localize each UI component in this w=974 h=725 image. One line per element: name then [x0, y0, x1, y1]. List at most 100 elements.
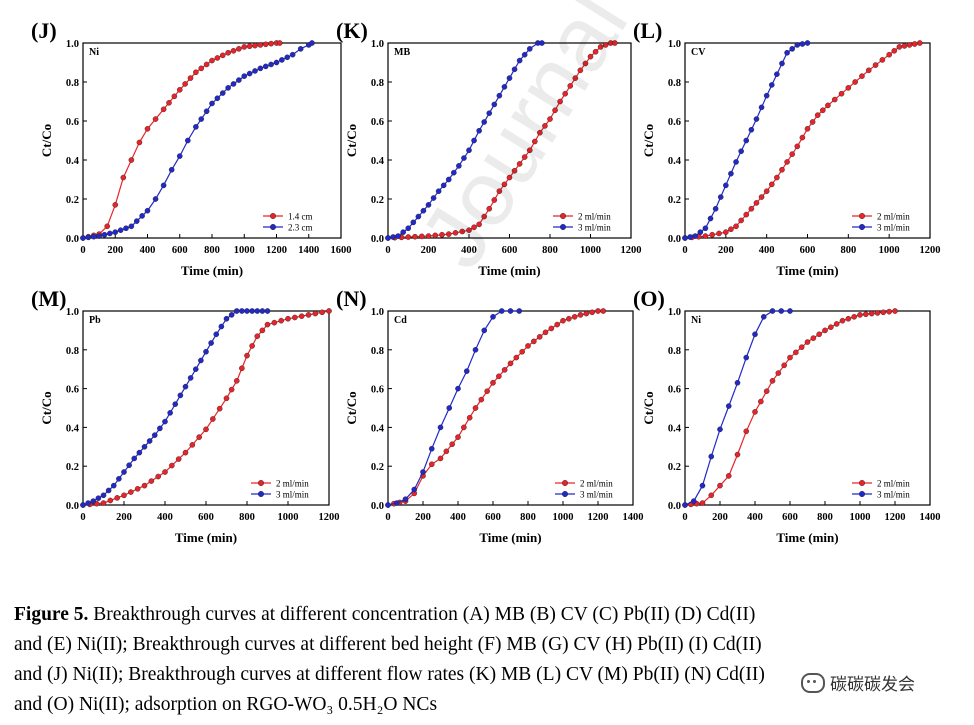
legend-marker — [859, 212, 866, 219]
y-tick-label: 0.6 — [66, 385, 79, 396]
data-point — [738, 148, 744, 155]
x-tick-label: 800 — [204, 245, 220, 256]
x-tick-label: 0 — [682, 512, 687, 523]
data-point — [326, 308, 332, 314]
data-point — [452, 229, 459, 236]
data-point — [168, 166, 175, 173]
data-point — [602, 42, 609, 48]
data-point — [223, 395, 230, 402]
data-point — [105, 487, 112, 494]
data-point — [886, 51, 892, 58]
data-point — [768, 82, 775, 88]
data-point — [430, 195, 437, 201]
data-point — [769, 308, 776, 314]
y-axis-label: Ct/Co — [344, 124, 359, 157]
panel-title: Ni — [691, 315, 701, 326]
x-tick-label: 1400 — [298, 245, 319, 256]
data-point — [214, 95, 221, 102]
legend-label: 2 ml/min — [580, 479, 613, 489]
data-point — [748, 126, 755, 133]
series-line-red — [387, 310, 604, 506]
data-point — [911, 41, 918, 47]
data-point — [100, 492, 107, 499]
y-tick-label: 0.0 — [668, 501, 681, 512]
data-point — [804, 126, 811, 132]
data-point — [144, 207, 151, 214]
data-point — [298, 313, 305, 319]
data-point — [80, 502, 86, 508]
data-point — [734, 379, 741, 386]
data-point — [597, 44, 604, 50]
data-point — [708, 492, 715, 499]
data-point — [126, 462, 132, 469]
data-point — [456, 163, 462, 169]
data-point — [114, 495, 120, 501]
data-point — [733, 223, 739, 230]
data-point — [425, 202, 432, 208]
data-point — [437, 455, 444, 462]
data-point — [236, 77, 242, 83]
data-point — [707, 215, 714, 222]
data-point — [506, 174, 513, 181]
data-point — [400, 229, 406, 235]
data-point — [874, 310, 881, 316]
data-point — [789, 46, 795, 52]
data-point — [572, 75, 579, 81]
data-point — [863, 311, 869, 318]
data-point — [828, 324, 834, 330]
plot-frame — [684, 42, 931, 239]
data-point — [784, 49, 790, 56]
x-tick-label: 1200 — [885, 512, 906, 523]
y-tick-label: 0.8 — [371, 78, 384, 89]
data-point — [690, 498, 697, 504]
data-point — [121, 492, 127, 499]
data-point — [763, 92, 770, 99]
data-point — [264, 308, 271, 314]
data-point — [312, 310, 319, 317]
data-point — [476, 127, 482, 134]
x-tick-label: 200 — [421, 245, 437, 256]
legend-marker — [562, 491, 569, 498]
data-point — [244, 308, 250, 314]
data-point — [562, 90, 568, 97]
data-point — [172, 401, 179, 407]
data-point — [233, 378, 240, 384]
data-point — [385, 235, 391, 241]
series-line-blue — [387, 42, 542, 239]
data-point — [445, 176, 452, 183]
data-point — [519, 348, 525, 355]
data-point — [542, 329, 549, 336]
data-point — [816, 331, 822, 338]
data-point — [779, 60, 785, 67]
legend-label: 3 ml/min — [877, 490, 910, 500]
y-tick-label: 0.2 — [668, 462, 681, 473]
chart-panel-0: 0 200 400 600 800 1000 1200 1400 1600 0.0 0.2 0.4 0.… — [31, 18, 352, 278]
panel-title: MB — [394, 47, 410, 58]
y-tick-label: 0.2 — [371, 462, 384, 473]
data-point — [831, 96, 838, 103]
data-point — [131, 455, 138, 462]
legend-label: 3 ml/min — [877, 223, 910, 233]
data-point — [146, 438, 153, 444]
y-tick-label: 0.2 — [668, 195, 681, 206]
data-point — [241, 44, 248, 50]
x-tick-label: 0 — [385, 245, 390, 256]
data-point — [779, 166, 785, 173]
data-point — [262, 41, 269, 48]
data-point — [466, 227, 472, 233]
data-point — [246, 43, 253, 50]
data-point — [577, 312, 584, 318]
data-point — [682, 502, 688, 508]
x-axis-label: Time (min) — [776, 530, 838, 545]
data-point — [787, 354, 793, 361]
y-tick-label: 0.6 — [371, 385, 384, 396]
data-point — [507, 360, 514, 367]
data-point — [192, 366, 199, 373]
data-point — [160, 106, 167, 113]
data-point — [428, 461, 435, 468]
x-axis-label: Time (min) — [478, 263, 540, 278]
data-point — [112, 229, 119, 235]
x-tick-label: 400 — [759, 245, 775, 256]
data-point — [725, 403, 732, 409]
data-point — [734, 451, 741, 458]
